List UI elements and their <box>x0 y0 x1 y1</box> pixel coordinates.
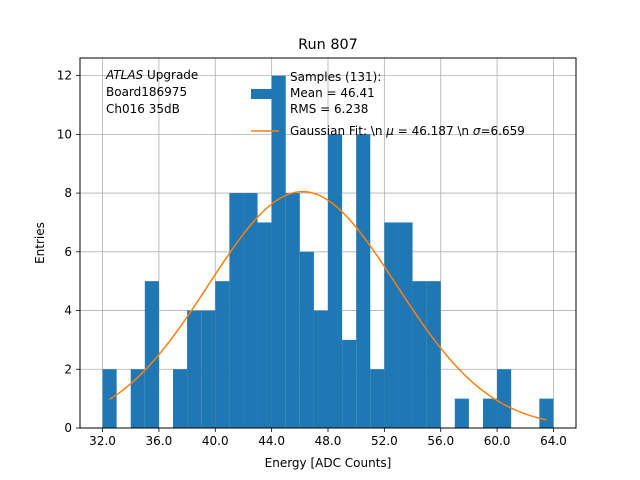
legend-fit-label: Gaussian Fit: \n μ = 46.187 \n σ=6.659 <box>290 124 525 138</box>
histogram-bar <box>257 222 272 428</box>
legend-samples-line-3: RMS = 6.238 <box>290 102 368 116</box>
histogram-bar <box>187 310 202 428</box>
annotation-line-1: ATLAS Upgrade <box>105 68 198 82</box>
x-tick-label: 52.0 <box>371 434 398 448</box>
histogram-bar <box>398 222 413 428</box>
y-tick-label: 12 <box>57 69 72 83</box>
histogram-bar <box>285 193 300 428</box>
histogram-bar <box>384 222 399 428</box>
y-tick-label: 10 <box>57 127 72 141</box>
x-tick-label: 44.0 <box>258 434 285 448</box>
x-axis-label: Energy [ADC Counts] <box>265 456 392 470</box>
histogram-bar <box>483 398 498 428</box>
legend: Samples (131): Mean = 46.41 RMS = 6.238 … <box>251 70 525 138</box>
annotation-upgrade: Upgrade <box>143 68 198 82</box>
legend-samples-line-1: Samples (131): <box>290 70 381 84</box>
histogram-bar <box>229 193 244 428</box>
y-tick-label: 8 <box>64 186 72 200</box>
y-tick-label: 4 <box>64 304 72 318</box>
x-tick-label: 56.0 <box>427 434 454 448</box>
histogram-bar <box>497 369 512 428</box>
legend-bar-swatch <box>251 89 279 99</box>
x-tick-label: 60.0 <box>484 434 511 448</box>
histogram-bar <box>201 310 216 428</box>
y-tick-label: 6 <box>64 245 72 259</box>
histogram-bars <box>102 75 554 428</box>
histogram-bar <box>299 251 314 428</box>
gaussian-fit <box>109 190 547 421</box>
histogram-bar <box>426 281 441 428</box>
x-tick-label: 48.0 <box>315 434 342 448</box>
y-tick-label: 0 <box>64 421 72 435</box>
legend-fit-sigma-symbol: σ <box>473 124 481 138</box>
legend-fit-mu-value: = 46.187 \n <box>394 124 473 138</box>
histogram-bar <box>313 310 328 428</box>
histogram-bar <box>356 134 371 428</box>
histogram-bar <box>412 281 427 428</box>
legend-fit-prefix: Gaussian Fit: \n <box>290 124 386 138</box>
histogram-bar <box>144 281 159 428</box>
annotation-atlas: ATLAS <box>105 68 144 82</box>
histogram-bar <box>370 369 385 428</box>
histogram-bar <box>173 369 188 428</box>
y-axis-label: Entries <box>33 222 47 264</box>
x-tick-label: 64.0 <box>540 434 567 448</box>
histogram-bar <box>328 134 343 428</box>
histogram-bar <box>130 369 145 428</box>
annotation-line-3: Ch016 35dB <box>106 102 180 116</box>
histogram-bar <box>271 75 286 428</box>
y-tick-label: 2 <box>64 362 72 376</box>
x-tick-label: 32.0 <box>89 434 116 448</box>
x-tick-label: 40.0 <box>202 434 229 448</box>
histogram-bar <box>539 398 554 428</box>
chart-title: Run 807 <box>298 37 358 53</box>
histogram-bar <box>454 398 469 428</box>
x-tick-label: 36.0 <box>146 434 173 448</box>
histogram-bar <box>215 281 230 428</box>
gaussian-fit-line <box>109 190 547 421</box>
atlas-annotation: ATLAS Upgrade Board186975 Ch016 35dB <box>105 68 198 116</box>
legend-fit-mu-symbol: μ <box>385 124 394 138</box>
histogram-bar <box>342 339 357 428</box>
annotation-line-2: Board186975 <box>106 85 187 99</box>
legend-fit-sigma-value: =6.659 <box>480 124 524 138</box>
histogram-bar <box>243 193 258 428</box>
legend-samples-line-2: Mean = 46.41 <box>290 86 375 100</box>
axis-ticks: 32.0 36.0 40.0 44.0 48.0 52.0 56.0 60.0 64.0 0 2 4 6… <box>57 69 567 448</box>
